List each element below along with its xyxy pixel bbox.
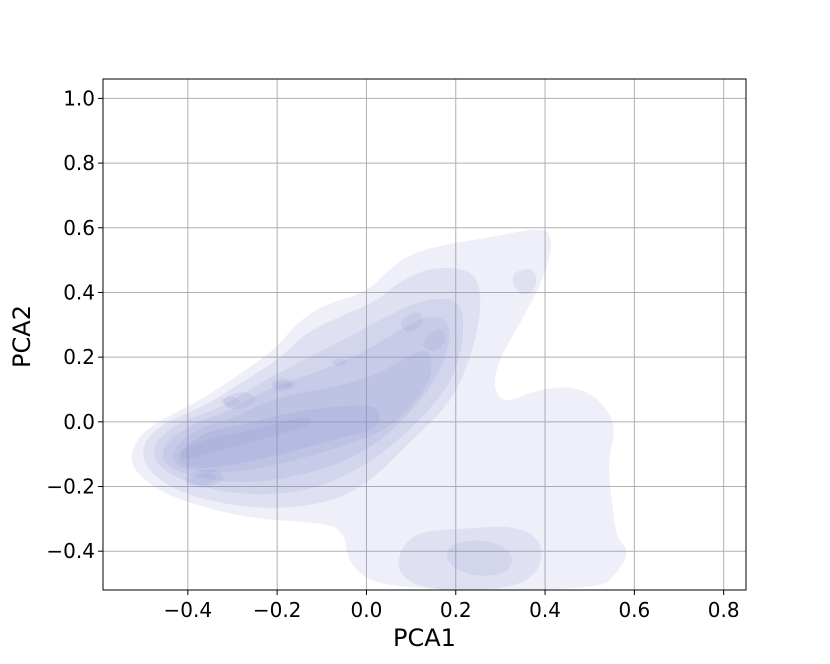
y-tick-label: 0.2 [63,345,95,369]
x-tick-label: 0.0 [351,598,383,622]
density-level-5-region [173,350,432,473]
x-tick-label: −0.2 [253,598,302,622]
density-level-6-region [400,312,423,332]
density-level-2-region [398,526,542,590]
density-level-6-region [271,378,296,391]
density-level-3-region [154,298,464,495]
y-tick-label: −0.2 [46,475,95,499]
axis-ticks: −0.4 −0.2 0.0 0.2 0.4 0.6 0.8 −0.4 −0.2 0.0 0.2 0.4… [46,86,739,622]
x-tick-label: 0.2 [440,598,472,622]
density-level-6-region [185,469,224,488]
density-level-7-region [274,380,293,389]
density-level-6-region [179,405,380,469]
x-tick-label: −0.4 [164,598,213,622]
y-tick-label: 0.4 [63,280,95,304]
density-level-5-region [223,392,255,410]
y-tick-label: 1.0 [63,86,95,110]
density-contours [131,229,627,590]
density-level-7-region [189,472,217,486]
x-tick-label: 0.4 [529,598,561,622]
density-level-5-region [423,329,446,352]
density-level-1-region [131,229,627,590]
density-level-6-region [332,358,347,366]
plot-frame [102,78,747,591]
grid [103,79,746,590]
density-level-4-region [162,317,450,483]
density-level-6-region [220,397,240,406]
x-tick-label: 0.8 [708,598,740,622]
x-tick-label: 0.6 [618,598,650,622]
y-axis-label: PCA2 [8,305,36,368]
density-level-7-region [180,417,311,459]
y-tick-label: 0.8 [63,151,95,175]
y-tick-label: 0.6 [63,216,95,240]
density-level-2-region [143,267,481,508]
x-axis-label: PCA1 [393,624,456,652]
density-level-2-region [512,269,537,295]
y-tick-label: 0.0 [63,410,95,434]
density-level-3-region [446,540,512,576]
y-tick-label: −0.4 [46,539,95,563]
